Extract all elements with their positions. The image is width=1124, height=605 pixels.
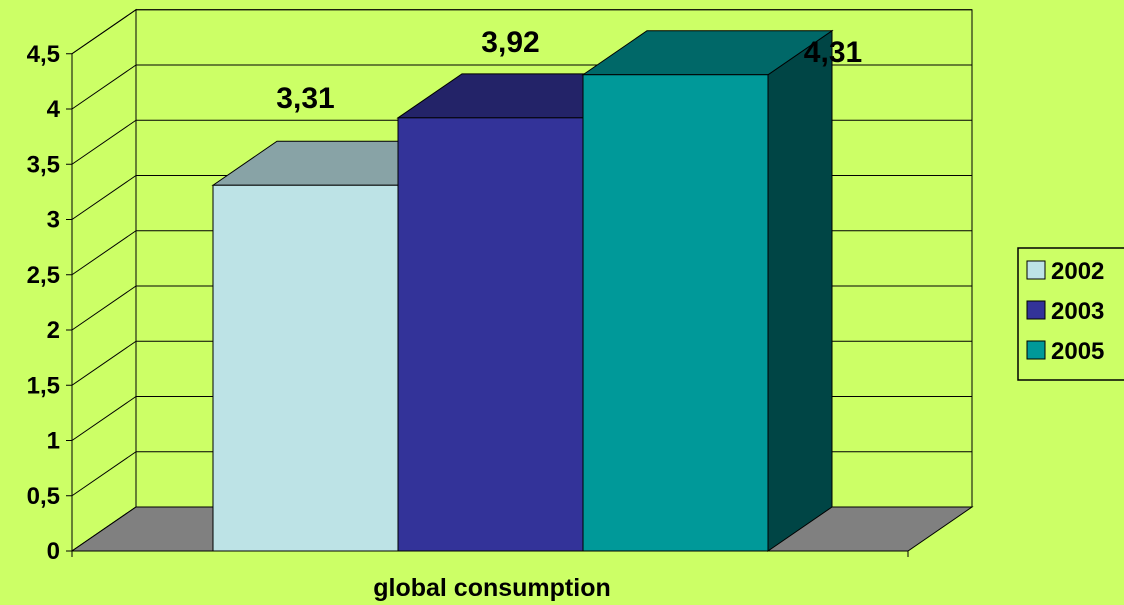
- data-label-2003: 3,92: [481, 26, 539, 59]
- side-wall: [71, 8, 137, 552]
- legend-label-2005: 2005: [1051, 338, 1104, 365]
- gridline-side: [71, 451, 137, 497]
- legend-label-2002: 2002: [1051, 258, 1104, 285]
- bar-front-2005: [582, 74, 769, 552]
- bar-2002: [211, 140, 464, 552]
- chart-legend: 2002 2003 2005: [1017, 247, 1124, 381]
- gridline-side: [71, 175, 137, 220]
- y-tick-label: 2,5: [27, 262, 60, 289]
- legend-swatch-2005: [1026, 340, 1046, 360]
- bar-front-2003: [397, 117, 584, 552]
- bar-side-2005: [767, 29, 833, 552]
- gridline-side: [71, 396, 137, 441]
- gridline-side: [71, 119, 137, 165]
- legend-swatch-2002: [1026, 260, 1046, 280]
- y-tick-label: 1,5: [27, 372, 60, 399]
- x-axis-label: global consumption: [373, 574, 611, 602]
- y-tick-label: 4: [47, 96, 61, 123]
- y-tick-label: 3: [47, 207, 60, 234]
- y-tick-label: 0: [47, 538, 60, 565]
- gridline-side: [71, 285, 137, 331]
- y-tick-label: 3,5: [27, 151, 60, 178]
- y-tick-label: 4,5: [27, 41, 60, 68]
- gridline-side: [71, 9, 137, 55]
- chart-bars: [211, 29, 834, 552]
- y-tick-label: 2: [47, 317, 60, 344]
- chart-axis: 0 0,5 1 1,5 2 2,5 3 3,5 4 4,5: [27, 41, 909, 565]
- legend-swatch-2003: [1026, 300, 1046, 320]
- legend-label-2003: 2003: [1051, 298, 1104, 325]
- y-tick-label: 0,5: [27, 483, 60, 510]
- data-label-2002: 3,31: [276, 82, 334, 115]
- gridline-side: [71, 230, 137, 276]
- y-tick-label: 1: [47, 428, 60, 455]
- gridline-side: [71, 340, 137, 386]
- chart-data-labels: 3,31 3,92 4,31: [276, 26, 862, 115]
- data-label-2005: 4,31: [804, 36, 862, 69]
- gridline-side: [71, 64, 137, 110]
- bar-front-2002: [212, 184, 399, 552]
- bar-2005: [581, 29, 834, 552]
